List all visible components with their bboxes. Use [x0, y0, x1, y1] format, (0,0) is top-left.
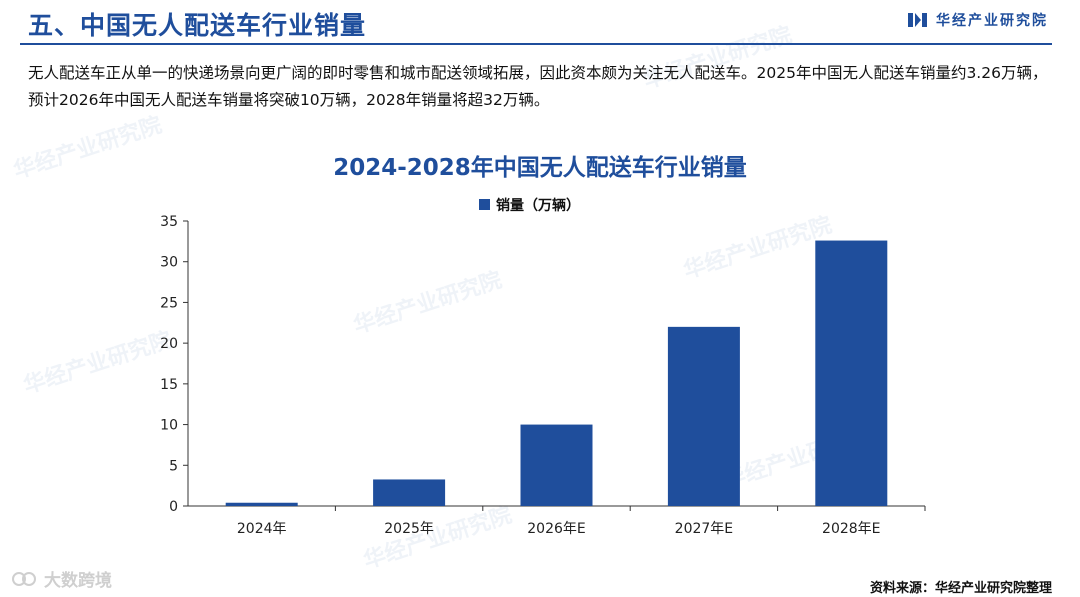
header-divider	[20, 43, 1052, 45]
y-tick-label: 0	[169, 499, 178, 515]
legend-label: 销量（万辆）	[496, 197, 580, 214]
x-tick-label: 2024年	[237, 521, 287, 537]
source-note: 资料来源：华经产业研究院整理	[869, 581, 1052, 596]
brand-name: 华经产业研究院	[936, 13, 1048, 29]
bar-2025年	[373, 479, 446, 506]
y-tick-label: 35	[160, 214, 178, 230]
x-tick-label: 2027年E	[675, 521, 733, 537]
bar-2024年	[225, 502, 298, 506]
y-tick-label: 25	[160, 295, 178, 311]
y-tick-label: 15	[160, 377, 178, 393]
x-tick-label: 2025年	[384, 521, 434, 537]
legend-swatch	[479, 199, 490, 210]
bar-2028年E	[815, 240, 888, 507]
bar-2026年E	[520, 424, 593, 506]
footer-logo-text: 大数跨境	[44, 571, 112, 591]
y-tick-label: 10	[160, 418, 178, 434]
x-tick-label: 2026年E	[527, 521, 585, 537]
y-tick-label: 5	[169, 458, 178, 474]
footer-logo: 大数跨境	[12, 566, 112, 591]
page-title: 五、中国无人配送车行业销量	[28, 11, 367, 40]
x-tick-label: 2028年E	[822, 521, 880, 537]
intro-paragraph: 无人配送车正从单一的快递场景向更广阔的即时零售和城市配送领域拓展，因此资本颇为关…	[28, 64, 1048, 109]
footer-logo-icon	[12, 571, 36, 586]
brand-logo-icon	[908, 13, 927, 27]
y-tick-label: 30	[160, 255, 178, 271]
y-tick-label: 20	[160, 336, 178, 352]
brand: 华经产业研究院	[908, 10, 1048, 30]
chart-title: 2024-2028年中国无人配送车行业销量	[333, 155, 747, 181]
bar-2027年E	[667, 326, 740, 506]
